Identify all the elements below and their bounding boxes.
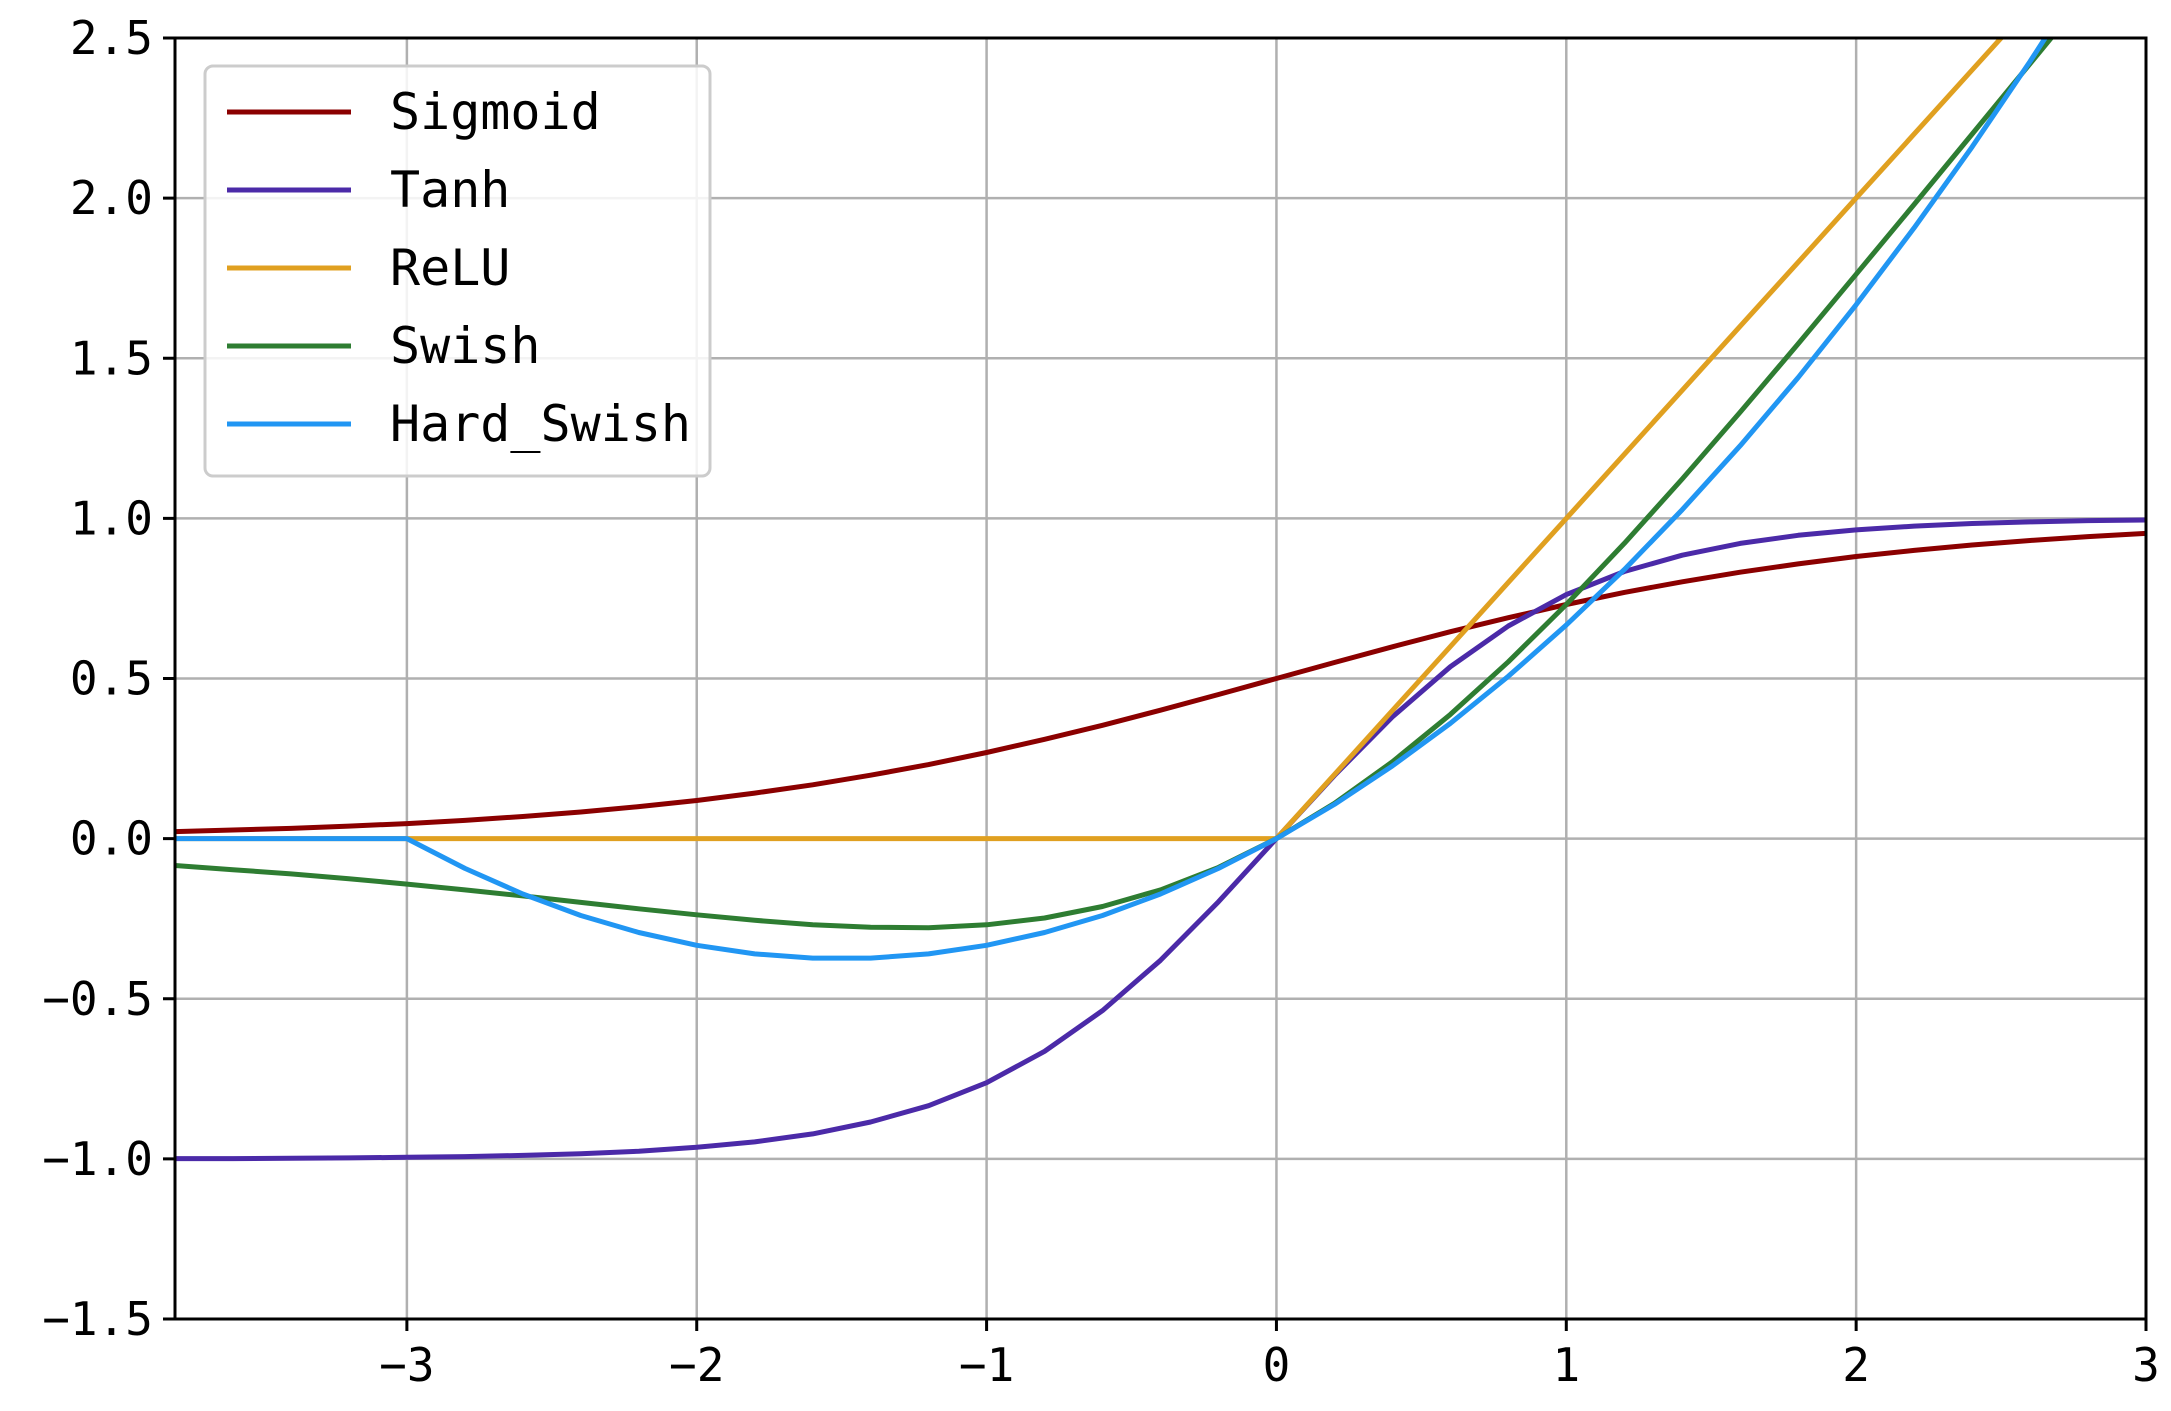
- x-tick-label: 3: [2132, 1338, 2160, 1392]
- x-tick-label: 2: [1842, 1338, 1870, 1392]
- y-tick-label: 2.0: [70, 171, 153, 225]
- y-tick-label: −1.5: [42, 1292, 153, 1346]
- x-tick-label: −1: [959, 1338, 1014, 1392]
- series-line-relu: [175, 38, 2005, 842]
- y-tick-label: 1.0: [70, 491, 153, 545]
- y-tick-label: 0.0: [70, 812, 153, 866]
- tick-labels: −3 −2 −1 0 1 2 3 −1.5 −1.0 −0.5 0.0 0.5 1.0 1.5 2.0 2.5: [42, 11, 2160, 1392]
- axes: [163, 36, 2148, 1331]
- series-layer: [175, 38, 2146, 1162]
- y-tick-label: 1.5: [70, 331, 153, 385]
- x-tick-label: −3: [379, 1338, 434, 1392]
- x-tick-label: 1: [1552, 1338, 1580, 1392]
- y-tick-label: 0.5: [70, 652, 153, 706]
- legend-label-hard-swish: Hard_Swish: [390, 395, 691, 453]
- x-tick-label: 0: [1263, 1338, 1291, 1392]
- y-tick-label: 2.5: [70, 11, 153, 65]
- legend-label-sigmoid: Sigmoid: [390, 83, 601, 141]
- y-tick-label: −1.0: [42, 1132, 153, 1186]
- legend-label-tanh: Tanh: [390, 161, 510, 219]
- series-line-swish: [175, 38, 2055, 931]
- series-line-tanh: [175, 517, 2146, 1162]
- y-tick-label: −0.5: [42, 972, 153, 1026]
- legend-label-swish: Swish: [390, 317, 541, 375]
- x-tick-label: −2: [669, 1338, 724, 1392]
- series-line-hard-swish: [175, 38, 2049, 961]
- legend-label-relu: ReLU: [390, 239, 510, 297]
- series-line-sigmoid: [175, 530, 2146, 835]
- legend-box: [203, 64, 712, 478]
- legend: Sigmoid Tanh ReLU Swish Hard_Swish: [203, 64, 712, 478]
